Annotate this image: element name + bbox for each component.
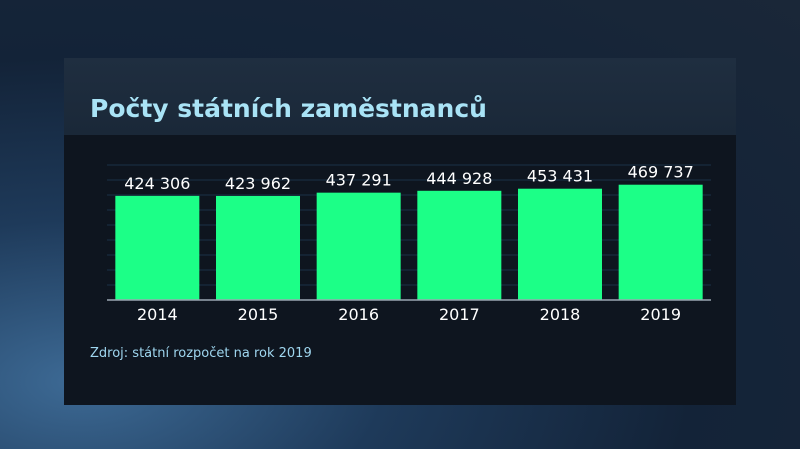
bar-2017 <box>417 190 502 300</box>
bar-2019 <box>618 184 703 300</box>
data-label: 437 291 <box>326 171 392 190</box>
bar-2018 <box>518 188 602 300</box>
data-label: 453 431 <box>527 167 593 186</box>
x-tick-label: 2017 <box>439 305 480 324</box>
title-bar: Počty státních zaměstnanců <box>64 58 736 135</box>
bar-2014 <box>115 195 200 300</box>
x-tick-label: 2019 <box>640 305 681 324</box>
bar-2016 <box>316 192 401 300</box>
source-note: Zdroj: státní rozpočet na rok 2019 <box>90 346 312 361</box>
chart-panel: Počty státních zaměstnanců 424 306 2014 42… <box>64 58 736 405</box>
x-tick-label: 2016 <box>338 305 379 324</box>
data-label: 423 962 <box>225 174 291 193</box>
bar-chart: 424 306 2014 423 962 2015 437 291 2016 444 928… <box>107 163 711 324</box>
data-label: 444 928 <box>426 169 492 188</box>
chart-title: Počty státních zaměstnanců <box>90 94 487 123</box>
bar-2015 <box>216 195 300 300</box>
x-tick-label: 2014 <box>137 305 178 324</box>
data-label: 469 737 <box>628 163 694 182</box>
data-label: 424 306 <box>124 174 190 193</box>
x-tick-label: 2018 <box>540 305 581 324</box>
x-tick-label: 2015 <box>238 305 279 324</box>
